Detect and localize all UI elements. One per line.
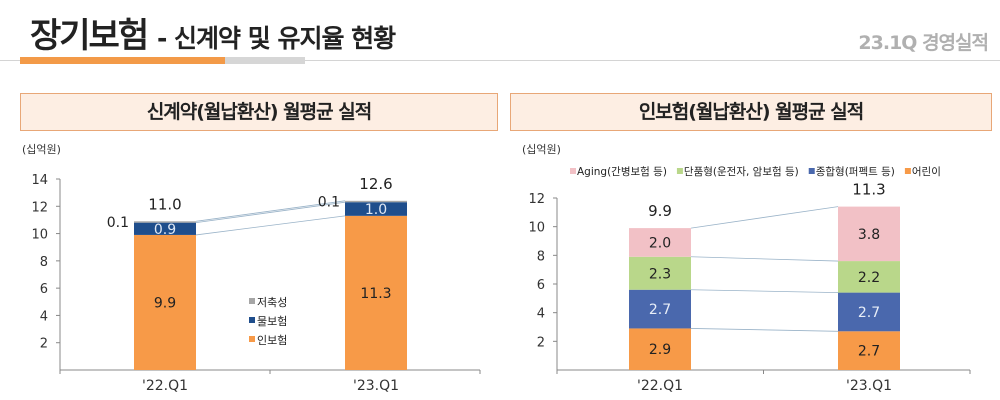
- data-label: 2.9: [649, 342, 671, 358]
- legend-label: 인보험: [257, 334, 287, 347]
- accent-bar-gray: [225, 57, 305, 64]
- data-label: 3.8: [858, 227, 880, 243]
- y-tick-label: 6: [537, 278, 545, 293]
- connector-line: [690, 206, 839, 229]
- data-label: 0.1: [318, 195, 340, 211]
- y-tick-label: 14: [31, 173, 48, 188]
- x-tick-label: '23.Q1: [846, 378, 892, 394]
- y-tick-label: 2: [537, 335, 545, 350]
- x-tick-label: '22.Q1: [637, 378, 683, 394]
- y-tick-label: 8: [537, 249, 545, 264]
- total-label: 12.6: [359, 175, 392, 193]
- bar-segment: [838, 261, 900, 293]
- y-tick-label: 10: [31, 228, 48, 243]
- y-tick-label: 10: [528, 221, 545, 236]
- data-label: 2.3: [649, 266, 671, 282]
- x-tick-label: '22.Q1: [142, 378, 188, 394]
- connector-line: [195, 200, 346, 222]
- bar-segment: [838, 206, 900, 262]
- chart-1-title: 신계약(월납환산) 월평균 실적: [20, 93, 498, 131]
- y-tick-label: 8: [40, 255, 48, 270]
- legend-label: 단품형(운전자, 암보험 등): [684, 166, 799, 178]
- bar-segment: [345, 200, 407, 203]
- total-label: 11.3: [852, 181, 885, 199]
- x-tick-label: '23.Q1: [353, 378, 399, 394]
- bar-segment: [345, 202, 407, 216]
- legend-label: 물보험: [257, 315, 287, 328]
- bar-segment: [838, 292, 900, 332]
- data-label: 0.9: [154, 222, 176, 238]
- chart-2-title: 인보험(월납환산) 월평균 실적: [510, 93, 992, 131]
- bar-segment: [629, 228, 691, 257]
- bar-segment: [134, 222, 196, 235]
- connector-line: [690, 289, 839, 293]
- legend-swatch: [808, 168, 815, 174]
- y-unit-label: (십억원): [22, 143, 61, 156]
- connector-line: [690, 328, 839, 332]
- bar-segment: [134, 221, 196, 223]
- legend-swatch: [249, 336, 255, 342]
- title-main: 장기보험: [30, 16, 149, 56]
- total-label: 9.9: [648, 202, 672, 220]
- bar-segment: [629, 256, 691, 290]
- y-tick-label: 12: [31, 200, 48, 215]
- data-label: 9.9: [154, 295, 176, 311]
- page-title: 장기보험 - 신계약 및 유지율 현황: [30, 8, 396, 57]
- legend-swatch: [249, 317, 255, 323]
- y-tick-label: 2: [40, 337, 48, 352]
- legend-swatch: [676, 168, 683, 174]
- title-sub: - 신계약 및 유지율 현황: [156, 24, 396, 53]
- data-label: 1.0: [365, 202, 387, 218]
- legend-swatch: [570, 168, 576, 174]
- data-label: 2.7: [649, 302, 671, 318]
- connector-line: [690, 256, 839, 262]
- y-tick-label: 4: [40, 309, 48, 324]
- total-label: 11.0: [148, 195, 181, 213]
- legend-label: Aging(간병보험 등): [577, 166, 667, 178]
- bar-segment: [134, 234, 196, 370]
- person-insurance-chart: (십억원) 2 4 6 8 10 12 2.9 2.7 2.3 2.0 9.9 '22.Q1 2.7 2.7…: [522, 143, 971, 394]
- accent-bar: [20, 57, 225, 64]
- data-label: 2.2: [858, 270, 880, 286]
- legend-label: 종합형(퍼펙트 등): [816, 166, 895, 178]
- legend-swatch: [904, 168, 911, 174]
- data-label: 2.0: [649, 235, 671, 251]
- legend-label: 어린이: [912, 166, 941, 178]
- data-label: 2.7: [858, 305, 880, 321]
- report-label: 23.1Q 경영실적: [858, 32, 989, 54]
- bar-segment: [629, 328, 691, 370]
- y-tick-label: 4: [537, 307, 545, 322]
- bar-segment: [838, 331, 900, 370]
- connector-line: [195, 201, 346, 224]
- new-contract-chart: (십억원) 2 4 6 8 10 12 14 9.9 0.9 0.1 11.0 '22.Q1 11.3 1.…: [22, 143, 481, 394]
- connector-line: [195, 215, 346, 236]
- legend-swatch: [249, 298, 255, 304]
- data-label: 11.3: [360, 286, 391, 302]
- legend-label: 저축성: [257, 296, 287, 309]
- bar-segment: [345, 215, 407, 370]
- bar-segment: [629, 289, 691, 329]
- y-tick-label: 6: [40, 282, 48, 297]
- data-label: 2.7: [858, 344, 880, 360]
- y-unit-label: (십억원): [522, 143, 561, 156]
- data-label: 0.1: [107, 215, 129, 231]
- y-tick-label: 12: [528, 192, 545, 207]
- divider: [0, 60, 1000, 61]
